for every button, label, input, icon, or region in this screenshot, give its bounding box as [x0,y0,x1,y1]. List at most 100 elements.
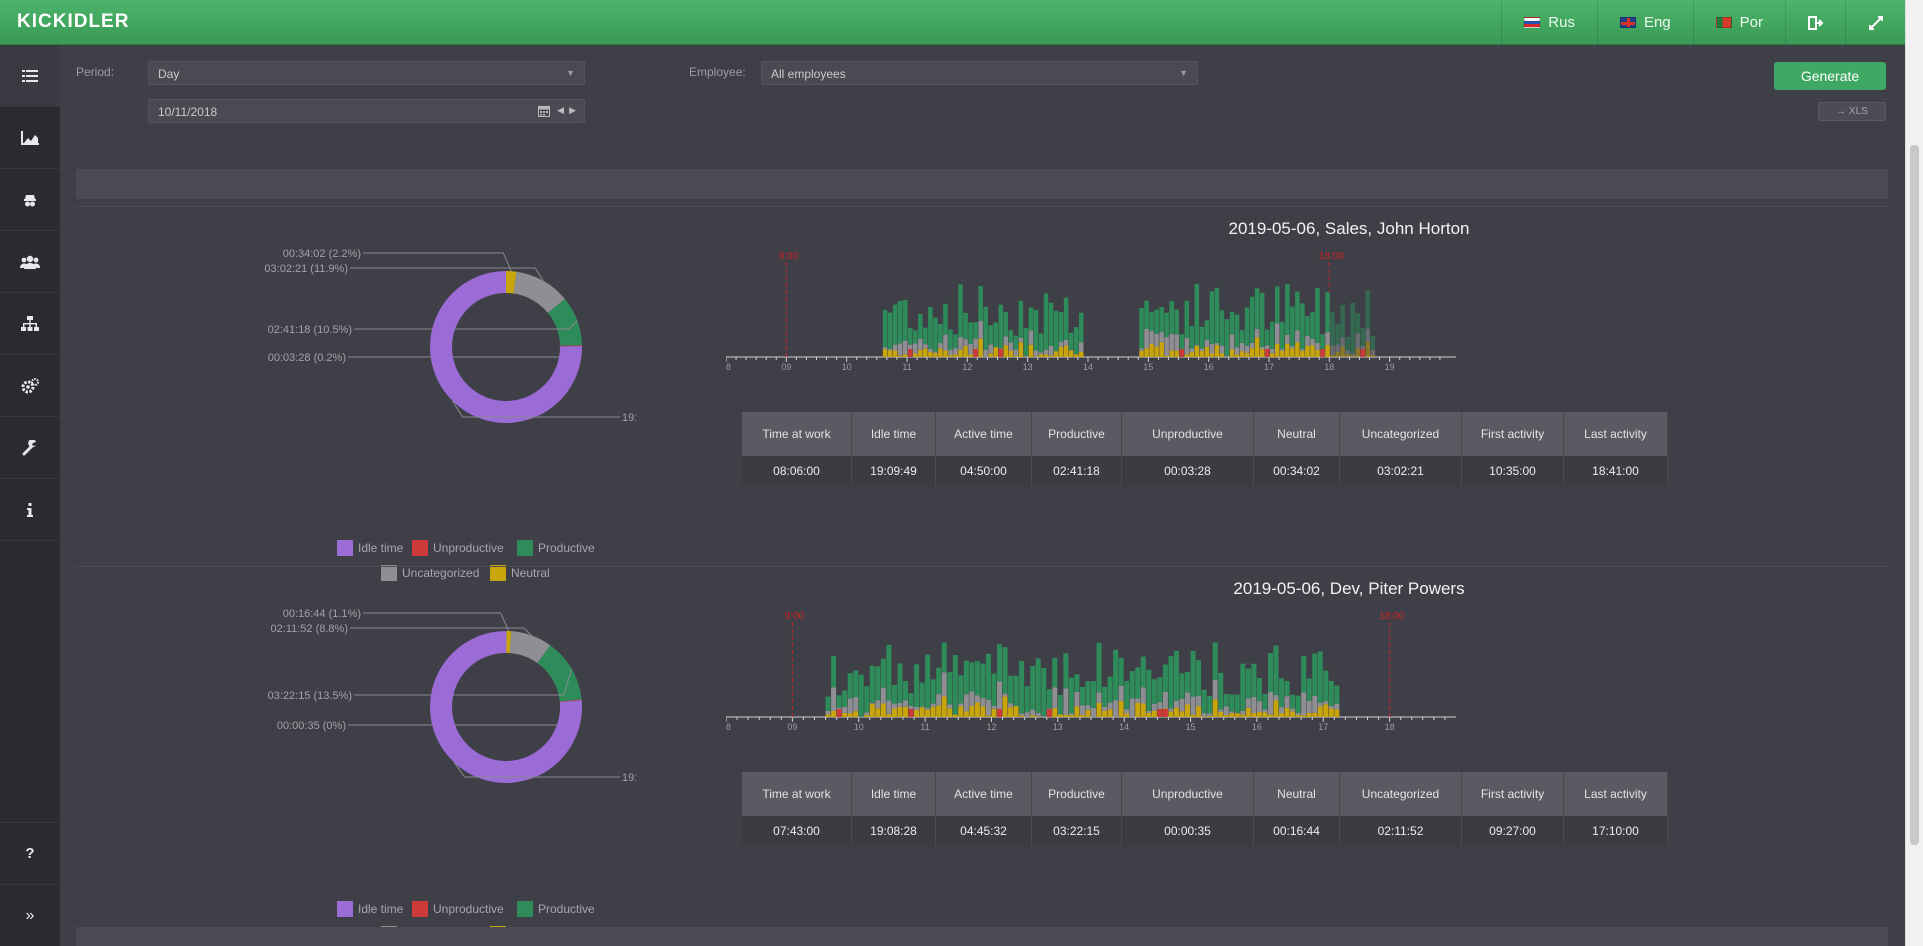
activity-bar-segment[interactable] [953,348,958,355]
activity-bar-segment[interactable] [1179,711,1185,717]
activity-bar-segment[interactable] [1345,336,1350,351]
activity-bar-segment[interactable] [1340,304,1345,338]
activity-bar-segment[interactable] [1008,675,1014,704]
activity-bar-segment[interactable] [1068,332,1074,350]
activity-bar-segment[interactable] [1328,708,1334,717]
activity-bar-segment[interactable] [1118,657,1124,686]
activity-bar-segment[interactable] [1019,660,1025,714]
activity-bar-segment[interactable] [947,708,953,717]
activity-bar-segment[interactable] [1315,342,1320,350]
activity-bar-segment[interactable] [1199,351,1205,357]
activity-bar-segment[interactable] [1157,677,1163,703]
activity-bar-segment[interactable] [1256,701,1262,713]
activity-bar-segment[interactable] [1139,348,1144,351]
lang-rus[interactable]: Rus [1501,0,1597,45]
activity-bar-segment[interactable] [919,682,925,707]
activity-bar-segment[interactable] [996,643,1003,682]
activity-bar-segment[interactable] [1219,310,1225,346]
activity-bar-segment[interactable] [938,343,943,349]
pie-slice-productive[interactable] [537,645,582,703]
activity-bar-segment[interactable] [1053,310,1059,352]
activity-bar-segment[interactable] [1345,354,1350,357]
activity-bar-segment[interactable] [1144,300,1149,329]
activity-bar-segment[interactable] [963,339,968,346]
pie-slice-uncategorized[interactable] [509,631,551,664]
activity-bar-segment[interactable] [952,655,958,715]
activity-bar-segment[interactable] [1305,345,1310,357]
activity-bar-segment[interactable] [969,691,975,706]
activity-bar-segment[interactable] [882,349,888,357]
activity-bar-segment[interactable] [1173,700,1179,708]
activity-bar-segment[interactable] [1159,342,1164,357]
activity-bar-segment[interactable] [831,710,837,717]
activity-bar-segment[interactable] [882,347,888,350]
activity-bar-segment[interactable] [958,706,964,717]
activity-bar-segment[interactable] [1149,311,1154,332]
activity-bar-segment[interactable] [891,703,897,709]
activity-bar-segment[interactable] [1345,350,1350,355]
activity-bar-segment[interactable] [1229,713,1235,717]
activity-bar-segment[interactable] [1334,685,1340,704]
activity-bar-segment[interactable] [1018,338,1024,343]
activity-bar-segment[interactable] [1209,343,1215,354]
activity-bar-segment[interactable] [1189,348,1195,353]
activity-bar-segment[interactable] [1169,350,1174,357]
activity-bar-segment[interactable] [1168,711,1174,717]
activity-bar-segment[interactable] [1234,347,1240,355]
activity-bar-segment[interactable] [1335,351,1340,357]
activity-bar-segment[interactable] [853,711,859,717]
activity-bar-segment[interactable] [1209,353,1215,357]
activity-bar-segment[interactable] [1256,678,1262,702]
activity-bar-segment[interactable] [952,714,958,717]
sidebar-item-info[interactable] [0,479,60,541]
activity-bar-segment[interactable] [1350,355,1355,357]
activity-bar-segment[interactable] [1139,350,1144,357]
activity-bar-segment[interactable] [1068,350,1074,357]
activity-bar-segment[interactable] [1194,284,1200,345]
activity-bar-segment[interactable] [1174,309,1179,335]
activity-bar-segment[interactable] [969,662,975,692]
pie-slice-uncategorized[interactable] [512,271,565,314]
activity-bar-segment[interactable] [1328,680,1334,706]
activity-bar-segment[interactable] [1196,660,1202,697]
activity-bar-segment[interactable] [1151,703,1157,711]
activity-bar-segment[interactable] [1063,653,1069,689]
activity-bar-segment[interactable] [1179,334,1185,351]
activity-bar-segment[interactable] [1028,307,1034,331]
activity-bar-segment[interactable] [1008,707,1014,717]
activity-bar-segment[interactable] [1355,333,1360,349]
activity-bar-segment[interactable] [1284,680,1290,697]
activity-bar-segment[interactable] [1168,708,1174,712]
activity-bar-segment[interactable] [1052,708,1058,717]
activity-bar-segment[interactable] [930,679,936,704]
activity-bar-segment[interactable] [1048,302,1054,346]
activity-bar-segment[interactable] [1275,323,1280,344]
activity-bar-segment[interactable] [1320,334,1325,352]
activity-bar-segment[interactable] [918,313,923,340]
activity-bar-segment[interactable] [1251,696,1257,714]
activity-bar-segment[interactable] [1162,709,1168,717]
activity-bar-segment[interactable] [1267,692,1273,715]
period-select[interactable]: Day ▼ [148,61,585,85]
lang-por[interactable]: Por [1692,0,1785,45]
activity-bar-segment[interactable] [1335,323,1340,345]
activity-bar-segment[interactable] [1280,349,1285,351]
activity-bar-segment[interactable] [1179,698,1185,712]
date-input[interactable]: 10/11/2018 ◀ ▶ [148,99,585,123]
activity-bar-segment[interactable] [1144,328,1149,349]
activity-bar-segment[interactable] [1212,642,1218,680]
activity-bar-segment[interactable] [1370,335,1376,350]
activity-bar-segment[interactable] [875,708,881,717]
sidebar-item-reports[interactable] [0,45,60,107]
activity-bar-segment[interactable] [897,706,903,717]
activity-bar-segment[interactable] [1074,674,1080,693]
activity-bar-segment[interactable] [1028,330,1034,345]
activity-bar-segment[interactable] [1340,337,1345,347]
activity-bar-segment[interactable] [938,348,943,357]
activity-bar-segment[interactable] [1370,355,1376,357]
activity-bar-segment[interactable] [1052,657,1058,688]
activity-bar-segment[interactable] [1063,714,1069,717]
activity-bar-segment[interactable] [882,310,888,348]
activity-bar-segment[interactable] [875,700,881,709]
activity-bar-segment[interactable] [938,323,943,344]
